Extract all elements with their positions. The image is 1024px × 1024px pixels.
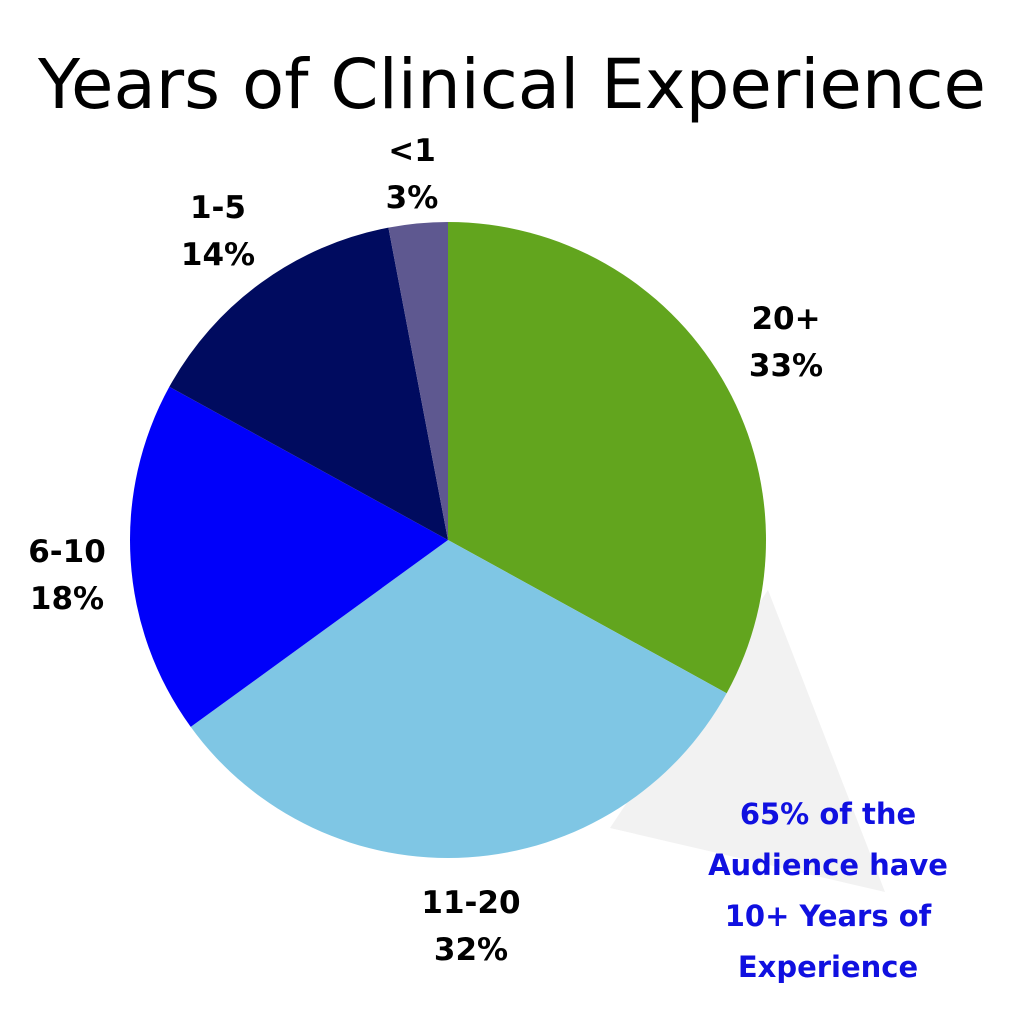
slice-label: 6-10 18% [28, 534, 106, 617]
pie-slice [129, 386, 449, 727]
callout-highlight [610, 590, 885, 892]
pie-slice [388, 222, 448, 540]
slice-category-label: <1 [388, 133, 436, 169]
slice-label: 20+ 33% [749, 301, 823, 384]
callout-annotation: 65% of the Audience have 10+ Years of Exper… [708, 797, 948, 984]
pie-slices [129, 222, 767, 859]
slice-category-label: 1-5 [190, 190, 246, 226]
slice-value-label: 14% [181, 237, 255, 273]
slice-category-label: 11-20 [421, 885, 520, 921]
slice-value-label: 3% [386, 180, 439, 216]
pie-slice [169, 227, 448, 540]
callout-line: Experience [738, 950, 918, 984]
slice-labels: 20+ 33%11-20 32%6-10 18%1-5 14%<1 3% [28, 133, 823, 968]
callout-line: 10+ Years of [725, 899, 932, 933]
slice-label: <1 3% [386, 133, 439, 216]
slice-value-label: 18% [30, 581, 104, 617]
slice-value-label: 33% [749, 348, 823, 384]
slice-category-label: 6-10 [28, 534, 106, 570]
pie-slice [448, 222, 767, 694]
slice-value-label: 32% [434, 932, 508, 968]
pie-slice [190, 540, 727, 859]
slice-label: 11-20 32% [421, 885, 520, 968]
callout-line: Audience have [708, 848, 948, 882]
chart-title: Years of Clinical Experience [37, 45, 986, 125]
slice-label: 1-5 14% [181, 190, 255, 273]
callout-line: 65% of the [740, 797, 916, 831]
slice-category-label: 20+ [751, 301, 820, 337]
